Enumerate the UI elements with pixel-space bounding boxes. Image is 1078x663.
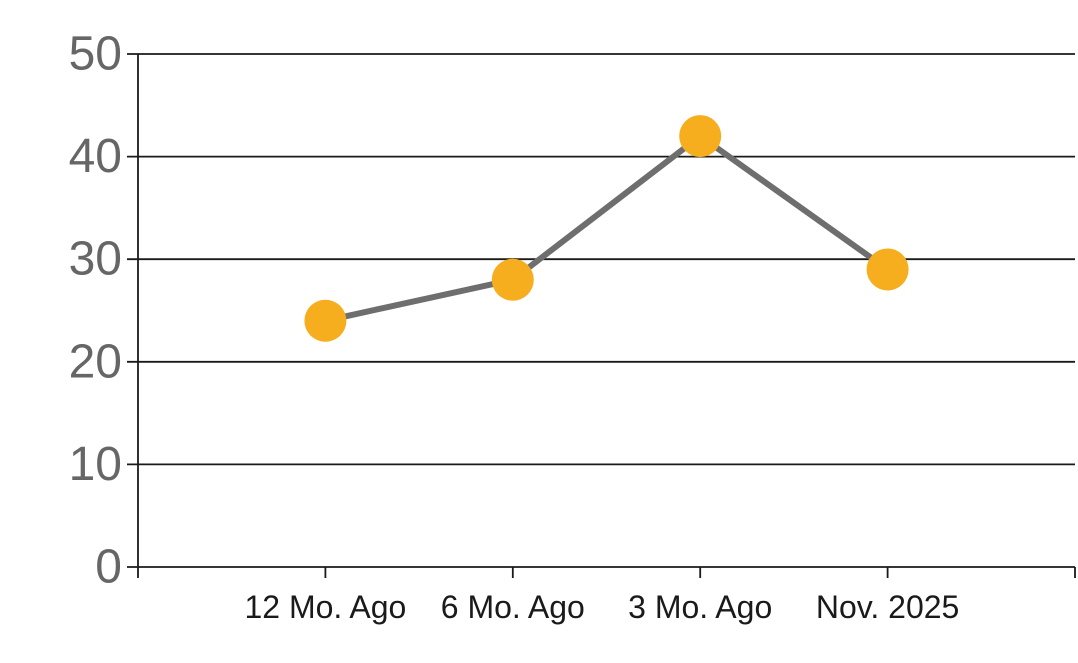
y-axis-tick-label: 50 [69,28,122,81]
x-axis-tick-label: 6 Mo. Ago [441,589,585,625]
y-axis-tick-label: 40 [69,130,122,183]
y-axis-tick-label: 10 [69,438,122,491]
y-axis-tick-label: 0 [95,541,122,594]
data-point-marker [304,299,347,342]
data-point-marker [491,258,534,301]
x-axis-tick-label: 12 Mo. Ago [244,589,406,625]
y-axis-tick-label: 20 [69,335,122,388]
series-line [322,133,891,324]
data-point-marker [866,248,909,291]
x-axis-tick-label: 3 Mo. Ago [628,589,772,625]
x-axis-tick-label: Nov. 2025 [816,589,960,625]
data-point-marker [679,115,722,158]
y-axis-tick-label: 30 [69,233,122,286]
